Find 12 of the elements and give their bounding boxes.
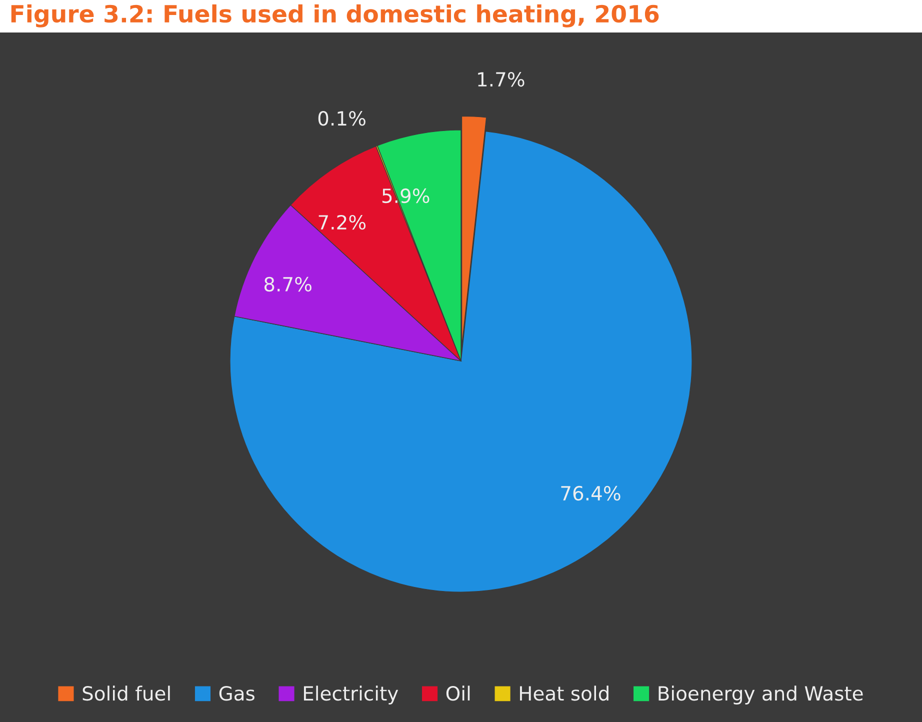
legend-label: Electricity (304, 686, 398, 704)
data-label: 76.4% (561, 486, 620, 501)
legend-label: Gas (219, 686, 254, 701)
data-label: 7.2% (318, 214, 366, 230)
chart-title: Figure 3.2: Fuels used in domestic heating, 2016 (11, 4, 659, 28)
legend-label: Oil (446, 686, 470, 701)
data-label: 8.7% (264, 276, 312, 292)
legend-label: Bioenergy and Waste (658, 686, 863, 704)
data-label: 0.1% (318, 111, 366, 126)
legend-label: Solid fuel (82, 686, 170, 701)
legend-label: Heat sold (520, 686, 608, 701)
data-label: 1.7% (478, 72, 524, 87)
